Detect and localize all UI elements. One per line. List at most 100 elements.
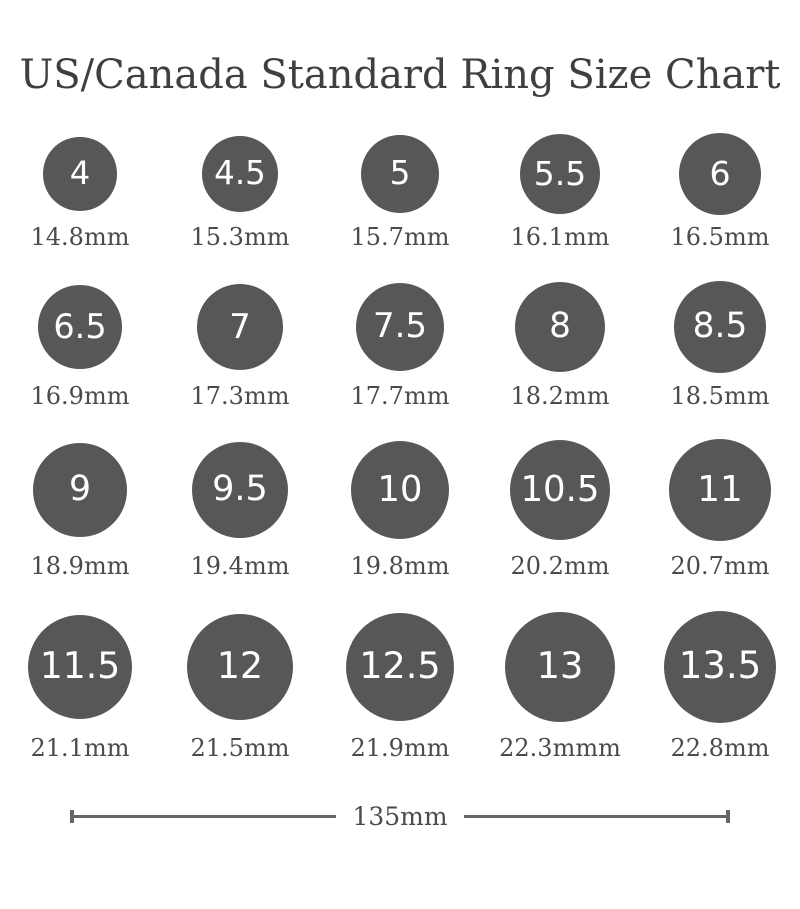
ring-size-number: 6.5 — [53, 306, 107, 346]
ring-circle: 4.5 — [202, 136, 278, 212]
ring-circle: 8 — [514, 281, 606, 373]
circle-area: 5 — [361, 128, 439, 220]
ring-cell: 6.5 16.9mm — [0, 275, 160, 416]
ring-size-number: 4 — [69, 153, 91, 192]
ring-row-4: 11.5 21.1mm 12 21.5mm 12.5 21.9mm 13 22.3mmm… — [0, 603, 800, 768]
ring-cell: 8 18.2mm — [480, 275, 640, 416]
circle-area: 9.5 — [192, 431, 288, 549]
circle-area: 13.5 — [663, 603, 777, 731]
ring-size-number: 11 — [697, 468, 743, 510]
ring-diameter-label: 18.9mm — [30, 552, 130, 580]
ring-circle: 13.5 — [663, 610, 777, 724]
ring-size-number: 4.5 — [214, 154, 266, 192]
circle-area: 11.5 — [27, 603, 133, 731]
ring-circle: 12 — [186, 613, 294, 721]
ring-row-3: 9 18.9mm 9.5 19.4mm 10 19.8mm 10.5 20.2mm 11… — [0, 431, 800, 586]
ring-circle: 13 — [504, 611, 616, 723]
ring-size-number: 13.5 — [678, 644, 762, 688]
scale-bar-label: 135mm — [352, 802, 448, 831]
ring-circle: 8.5 — [674, 281, 766, 373]
ring-circle: 7 — [197, 284, 283, 370]
circle-area: 5.5 — [520, 128, 600, 220]
ring-size-chart: US/Canada Standard Ring Size Chart 4 14.8… — [0, 52, 800, 829]
ring-size-number: 7 — [229, 306, 251, 346]
ring-cell: 5.5 16.1mm — [480, 128, 640, 257]
ring-cell: 12.5 21.9mm — [320, 603, 480, 768]
circle-area: 10.5 — [510, 431, 610, 549]
ring-diameter-label: 21.5mm — [190, 734, 290, 762]
ring-diameter-label: 22.8mm — [670, 734, 770, 762]
ring-size-number: 12.5 — [359, 644, 441, 688]
ring-diameter-label: 18.5mm — [670, 382, 770, 410]
ring-size-number: 12 — [216, 644, 264, 688]
circle-area: 12 — [186, 603, 294, 731]
circle-area: 6 — [679, 128, 761, 220]
ring-cell: 11 20.7mm — [640, 431, 800, 586]
ring-cell: 8.5 18.5mm — [640, 275, 800, 416]
scale-bar-left-line — [74, 815, 337, 818]
ring-size-number: 8.5 — [692, 306, 748, 346]
ring-circle: 10.5 — [510, 440, 610, 540]
ring-size-number: 7.5 — [372, 306, 428, 346]
ring-circle: 5 — [361, 135, 439, 213]
ring-size-number: 6 — [709, 153, 731, 193]
circle-area: 4.5 — [202, 128, 278, 220]
circle-area: 10 — [351, 431, 449, 549]
ring-cell: 4 14.8mm — [0, 128, 160, 257]
ring-diameter-label: 15.3mm — [190, 223, 290, 251]
ring-diameter-label: 20.7mm — [670, 552, 770, 580]
ring-diameter-label: 15.7mm — [350, 223, 450, 251]
ring-size-number: 5 — [389, 154, 411, 192]
ring-circle: 10 — [351, 441, 449, 539]
ring-size-number: 9.5 — [212, 469, 268, 509]
ring-diameter-label: 16.9mm — [30, 382, 130, 410]
ring-size-number: 11.5 — [39, 644, 121, 687]
ring-cell: 12 21.5mm — [160, 603, 320, 768]
ring-cell: 4.5 15.3mm — [160, 128, 320, 257]
ring-circle: 9.5 — [192, 442, 288, 538]
ring-cell: 7.5 17.7mm — [320, 275, 480, 416]
ring-size-number: 10 — [377, 468, 423, 510]
ring-diameter-label: 14.8mm — [30, 223, 130, 251]
ring-circle: 5.5 — [520, 134, 600, 214]
ring-circle: 11 — [668, 438, 772, 542]
circle-area: 12.5 — [345, 603, 455, 731]
page-title: US/Canada Standard Ring Size Chart — [19, 52, 781, 98]
scale-bar-right-tick — [726, 810, 731, 823]
ring-circle: 4 — [43, 137, 117, 211]
ring-diameter-label: 16.1mm — [510, 223, 610, 251]
ring-circle: 6.5 — [38, 285, 122, 369]
ring-cell: 7 17.3mm — [160, 275, 320, 416]
ring-diameter-label: 20.2mm — [510, 552, 610, 580]
ring-row-2: 6.5 16.9mm 7 17.3mm 7.5 17.7mm 8 18.2mm 8.5 1… — [0, 275, 800, 416]
circle-area: 8 — [514, 275, 606, 379]
ring-grid: 4 14.8mm 4.5 15.3mm 5 15.7mm 5.5 16.1mm 6 16.… — [0, 128, 800, 768]
ring-cell: 11.5 21.1mm — [0, 603, 160, 768]
ring-circle: 7.5 — [356, 283, 444, 371]
ring-diameter-label: 17.3mm — [190, 382, 290, 410]
ring-cell: 10.5 20.2mm — [480, 431, 640, 586]
ring-cell: 5 15.7mm — [320, 128, 480, 257]
ring-cell: 6 16.5mm — [640, 128, 800, 257]
scale-bar-left-tick — [70, 810, 74, 823]
circle-area: 6.5 — [38, 275, 122, 379]
ring-size-number: 5.5 — [533, 153, 587, 193]
ring-diameter-label: 21.1mm — [30, 734, 130, 762]
ring-cell: 9.5 19.4mm — [160, 431, 320, 586]
ring-circle: 12.5 — [345, 612, 455, 722]
ring-cell: 10 19.8mm — [320, 431, 480, 586]
ring-diameter-label: 19.8mm — [350, 552, 450, 580]
ring-size-number: 10.5 — [520, 468, 600, 510]
ring-size-number: 9 — [68, 469, 92, 509]
circle-area: 9 — [33, 431, 127, 549]
ring-size-number: 8 — [549, 306, 571, 346]
scale-bar-right-line — [463, 815, 727, 818]
ring-diameter-label: 17.7mm — [350, 382, 450, 410]
ring-row-1: 4 14.8mm 4.5 15.3mm 5 15.7mm 5.5 16.1mm 6 16.… — [0, 128, 800, 257]
ring-circle: 11.5 — [27, 614, 133, 720]
scale-bar: 135mm — [70, 802, 731, 831]
circle-area: 7.5 — [356, 275, 444, 379]
circle-area: 4 — [43, 128, 117, 220]
ring-diameter-label: 18.2mm — [510, 382, 610, 410]
ring-size-number: 13 — [536, 644, 584, 688]
